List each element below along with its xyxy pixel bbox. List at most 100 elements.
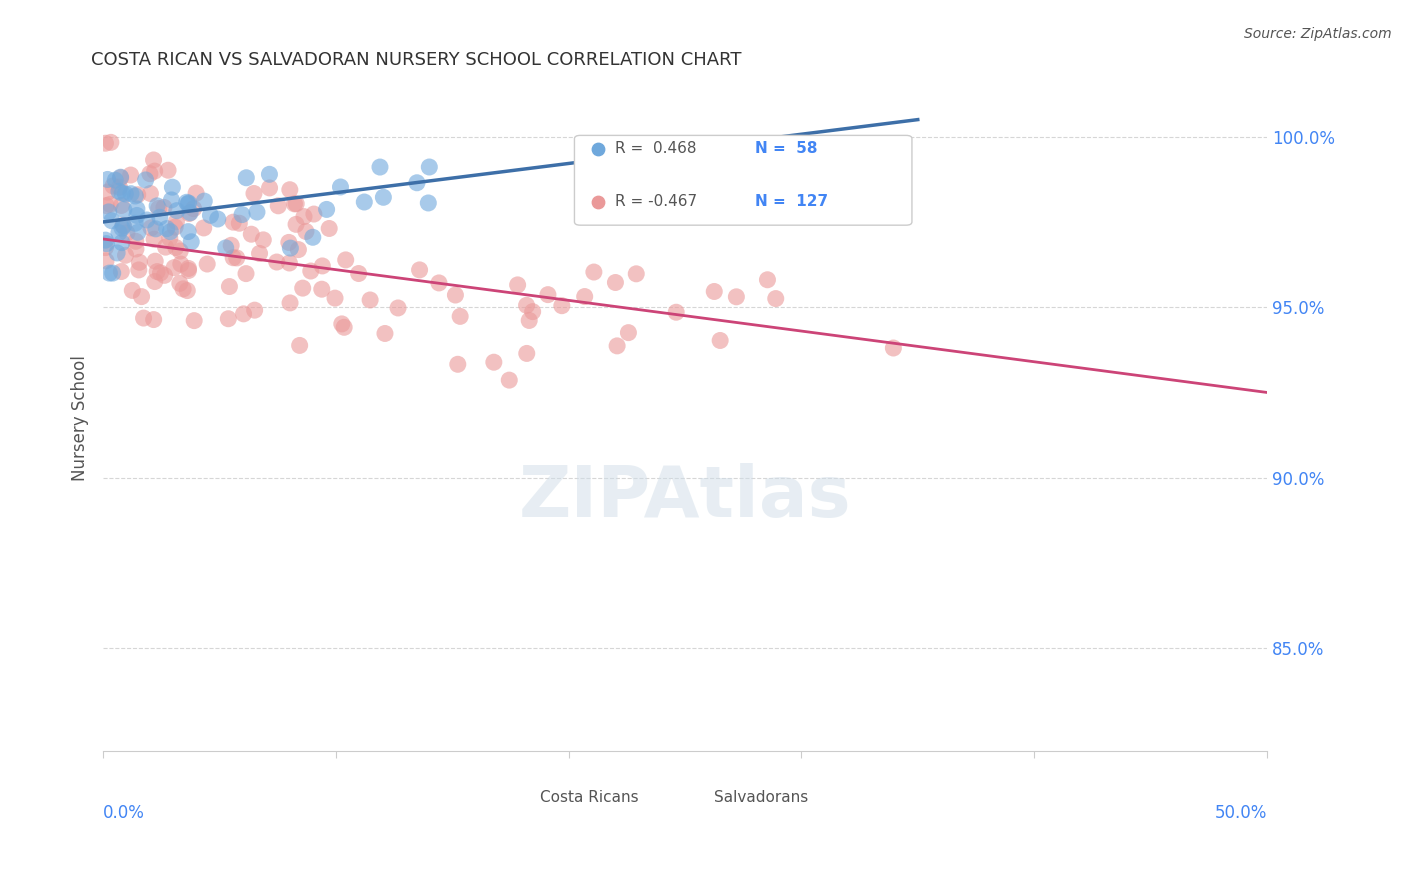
Point <box>131 290 153 304</box>
Point <box>96 198 118 212</box>
Point <box>160 193 183 207</box>
Text: R = -0.467: R = -0.467 <box>616 194 697 210</box>
Point <box>145 222 167 236</box>
Point <box>626 267 648 281</box>
Point <box>115 226 138 240</box>
Point <box>333 320 356 334</box>
Point <box>195 257 218 271</box>
Point <box>418 196 440 211</box>
Point <box>193 221 215 235</box>
Point <box>97 205 120 219</box>
Text: N =  127: N = 127 <box>755 194 828 210</box>
Point <box>703 285 725 299</box>
Point <box>105 246 128 260</box>
Point <box>159 225 181 239</box>
Point <box>278 183 301 197</box>
Point <box>94 241 117 255</box>
Point <box>359 293 381 307</box>
Text: COSTA RICAN VS SALVADORAN NURSERY SCHOOL CORRELATION CHART: COSTA RICAN VS SALVADORAN NURSERY SCHOOL… <box>91 51 742 69</box>
Point <box>207 212 229 227</box>
Point <box>240 227 263 242</box>
Point <box>132 311 155 326</box>
Point <box>170 257 193 271</box>
Point <box>143 254 166 268</box>
Point <box>111 221 134 235</box>
Text: R =  0.468: R = 0.468 <box>616 141 697 156</box>
Point <box>218 279 240 293</box>
Point <box>125 202 148 216</box>
Point <box>110 170 132 185</box>
Point <box>148 202 170 216</box>
Point <box>165 214 187 228</box>
Point <box>101 178 124 193</box>
Point <box>112 219 135 233</box>
Point <box>120 168 142 182</box>
Point <box>139 186 162 201</box>
Point <box>157 163 180 178</box>
Point <box>506 277 529 292</box>
Point <box>111 186 134 201</box>
Point <box>104 173 127 187</box>
Point <box>100 136 122 150</box>
Point <box>128 263 150 277</box>
FancyBboxPatch shape <box>575 136 912 225</box>
Point <box>183 313 205 327</box>
Point <box>96 172 118 186</box>
Point <box>222 215 245 229</box>
Point <box>121 284 143 298</box>
Point <box>243 303 266 318</box>
Point <box>222 251 245 265</box>
Point <box>177 225 200 239</box>
Point <box>427 276 450 290</box>
Point <box>517 313 540 327</box>
Point <box>285 218 308 232</box>
Point <box>449 310 471 324</box>
Point <box>231 208 253 222</box>
Point <box>135 173 157 187</box>
Point <box>288 338 311 352</box>
Point <box>142 312 165 326</box>
Point <box>176 284 198 298</box>
Point <box>882 341 904 355</box>
Point <box>143 275 166 289</box>
Point <box>100 214 122 228</box>
Point <box>516 346 538 360</box>
Point <box>387 301 409 315</box>
Point <box>142 153 165 167</box>
Point <box>311 259 333 273</box>
Point <box>111 235 134 250</box>
Point <box>146 264 169 278</box>
Point <box>266 255 288 269</box>
Point <box>114 186 136 201</box>
Point <box>177 261 200 276</box>
Point <box>143 232 166 246</box>
Point <box>287 243 309 257</box>
Point <box>295 224 318 238</box>
Point <box>128 255 150 269</box>
Point <box>163 260 186 275</box>
Point <box>756 273 779 287</box>
Point <box>127 225 149 239</box>
Point <box>153 201 176 215</box>
Point <box>155 240 177 254</box>
Point <box>217 311 239 326</box>
Point <box>605 276 627 290</box>
Point <box>285 196 308 211</box>
Point <box>368 160 391 174</box>
Point <box>243 186 266 201</box>
Point <box>101 266 124 280</box>
Point <box>159 231 181 245</box>
Point <box>283 197 305 211</box>
Point <box>347 267 370 281</box>
Point <box>278 296 301 310</box>
Point <box>179 205 201 219</box>
Point <box>302 207 325 221</box>
Point <box>574 289 596 303</box>
Text: Costa Ricans: Costa Ricans <box>540 789 638 805</box>
Point <box>165 240 187 254</box>
Point <box>315 202 337 217</box>
Text: 50.0%: 50.0% <box>1215 804 1267 822</box>
Point <box>335 252 357 267</box>
Point <box>444 288 467 302</box>
Point <box>406 176 429 190</box>
